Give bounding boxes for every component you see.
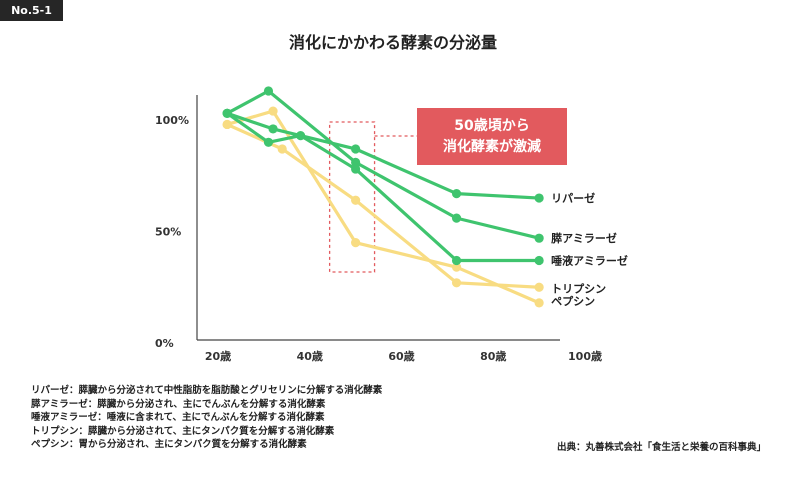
x-tick-label: 60歳 xyxy=(388,349,414,363)
data-point-pancreatic-amylase xyxy=(534,233,544,243)
source-citation: 出典：丸善株式会社「食生活と栄養の百科事典」 xyxy=(556,442,766,453)
data-point-lipase xyxy=(351,144,361,154)
data-point-lipase xyxy=(534,193,544,203)
data-point-pancreatic-amylase xyxy=(451,213,462,223)
x-tick-label: 80歳 xyxy=(480,349,506,363)
data-point-lipase xyxy=(451,188,462,199)
data-point-salivary-amylase xyxy=(295,131,306,141)
data-point-lipase xyxy=(268,124,278,134)
series-label-trypsin: トリプシン xyxy=(551,281,606,295)
data-point-salivary-amylase xyxy=(222,108,232,118)
series-line-salivary-amylase xyxy=(225,111,541,263)
data-point-trypsin xyxy=(534,282,544,292)
chart-title: 消化にかかわる酵素の分泌量 xyxy=(288,33,497,52)
data-point-salivary-amylase xyxy=(451,255,462,266)
highlight-range-box xyxy=(328,121,376,273)
callout-box: 50歳頃から 消化酵素が激減 xyxy=(417,108,567,165)
data-point-trypsin xyxy=(277,144,287,154)
data-point-salivary-amylase xyxy=(351,164,361,174)
data-point-salivary-amylase xyxy=(263,137,274,147)
y-tick-label: 50% xyxy=(155,226,181,239)
data-point-pepsin xyxy=(268,106,278,116)
footnote-trypsin: トリプシン：膵臓から分泌されて、主にタンパク質を分解する消化酵素 xyxy=(31,425,335,437)
data-point-salivary-amylase xyxy=(534,255,544,266)
data-point-pancreatic-amylase xyxy=(351,157,361,167)
y-tick-label: 0% xyxy=(155,337,174,350)
data-point-trypsin xyxy=(451,278,462,288)
footnotes: リパーゼ：膵臓から分泌されて中性脂肪を脂肪酸とグリセリンに分解する消化酵素 膵ア… xyxy=(31,384,382,452)
data-point-pepsin xyxy=(351,238,361,248)
data-point-pepsin xyxy=(534,298,544,308)
data-point-pepsin xyxy=(451,262,462,272)
data-point-pancreatic-amylase xyxy=(263,86,274,96)
footnote-pepsin: ペプシン：胃から分泌され、主にタンパク質を分解する消化酵素 xyxy=(31,439,307,450)
series-label-pancreatic-amylase: 膵アミラーゼ xyxy=(551,231,617,245)
data-point-trypsin xyxy=(351,195,361,205)
footnote-lipase: リパーゼ：膵臓から分泌されて中性脂肪を脂肪酸とグリセリンに分解する消化酵素 xyxy=(31,385,383,396)
page-number-badge: No.5-1 xyxy=(0,0,63,21)
x-tick-label: 20歳 xyxy=(205,349,231,363)
callout-line-2: 消化酵素が激減 xyxy=(443,139,541,155)
y-tick-label: 100% xyxy=(155,114,189,127)
callout-line-1: 50歳頃から xyxy=(454,118,530,134)
data-point-pepsin xyxy=(222,119,232,130)
x-tick-label: 100歳 xyxy=(568,349,602,363)
series-label-salivary-amylase: 唾液アミラーゼ xyxy=(551,253,628,267)
footnote-pancreatic-amylase: 膵アミラーゼ：膵臓から分泌され、主にでんぷんを分解する消化酵素 xyxy=(31,398,326,410)
footnote-salivary-amylase: 唾液アミラーゼ：唾液に含まれて、主にでんぷんを分解する消化酵素 xyxy=(31,412,325,423)
series-label-pepsin: ペプシン xyxy=(551,294,595,308)
x-tick-label: 40歳 xyxy=(297,349,323,363)
series-label-lipase: リパーゼ xyxy=(551,191,595,205)
